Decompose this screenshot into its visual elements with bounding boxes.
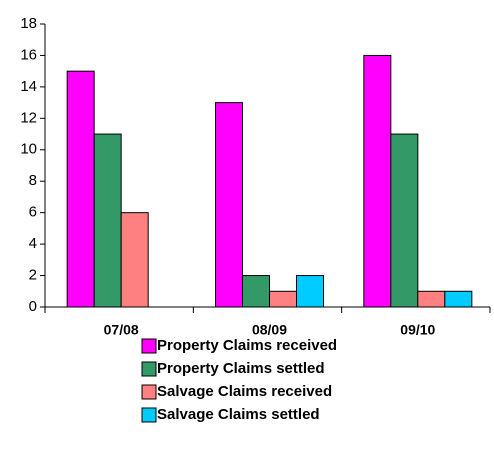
bar [417, 290, 446, 308]
y-tick-label: 16 [20, 46, 37, 63]
y-tick-label: 10 [20, 141, 37, 158]
y-tick-label: 0 [29, 298, 37, 315]
legend-swatch [141, 338, 157, 354]
y-tick-label: 18 [20, 15, 37, 32]
y-tick-label: 2 [29, 267, 37, 284]
bar [120, 212, 149, 308]
x-tick-label: 09/10 [400, 322, 435, 338]
y-tick-label: 6 [29, 204, 37, 221]
legend-swatch [141, 407, 157, 423]
bar [93, 133, 122, 308]
legend-label: Salvage Claims received [157, 383, 332, 400]
legend-swatch [141, 361, 157, 377]
legend-label: Property Claims received [157, 337, 337, 354]
bar [444, 290, 473, 308]
bar [296, 275, 324, 308]
y-tick-label: 4 [29, 235, 37, 252]
x-tick-label: 07/08 [104, 322, 139, 338]
y-tick-label: 8 [29, 172, 37, 189]
legend-label: Property Claims settled [157, 360, 325, 377]
x-tick-label: 08/09 [252, 322, 287, 338]
bar [215, 102, 243, 308]
bar [363, 54, 392, 308]
bar [66, 70, 95, 308]
legend-label: Salvage Claims settled [157, 406, 320, 423]
y-tick-label: 14 [20, 78, 37, 95]
legend-swatch [141, 384, 157, 400]
bar [390, 133, 419, 308]
bar [269, 290, 297, 308]
bar [242, 275, 270, 308]
y-tick-label: 12 [20, 109, 37, 126]
